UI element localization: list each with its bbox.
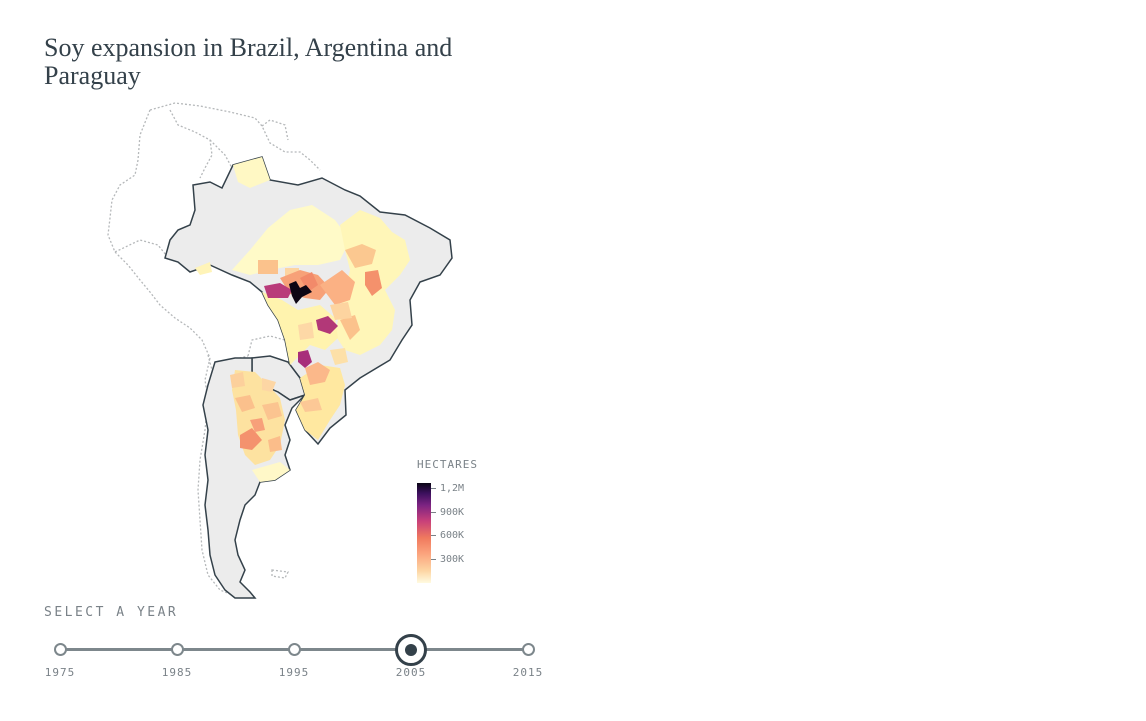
year-label-2015: 2015 xyxy=(512,666,544,679)
soy-regions xyxy=(195,157,410,482)
legend-tick-900k: 900K xyxy=(431,507,464,519)
year-label-2005: 2005 xyxy=(395,666,427,679)
year-node-1975[interactable] xyxy=(54,643,67,656)
legend-title: HECTARES xyxy=(417,458,478,471)
select-year-label: SELECT A YEAR xyxy=(44,605,179,620)
year-label-1975: 1975 xyxy=(44,666,76,679)
year-node-2005-selected[interactable] xyxy=(395,634,427,666)
legend-tick-600k: 600K xyxy=(431,530,464,542)
year-node-1985[interactable] xyxy=(171,643,184,656)
year-node-2015[interactable] xyxy=(522,643,535,656)
year-label-1995: 1995 xyxy=(278,666,310,679)
legend-color-scale xyxy=(417,483,431,583)
year-label-1985: 1985 xyxy=(161,666,193,679)
legend-tick-300k: 300K xyxy=(431,554,464,566)
year-node-1995[interactable] xyxy=(288,643,301,656)
legend-tick-1-2m: 1,2M xyxy=(431,483,464,495)
page-title: Soy expansion in Brazil, Argentina and P… xyxy=(44,33,453,90)
